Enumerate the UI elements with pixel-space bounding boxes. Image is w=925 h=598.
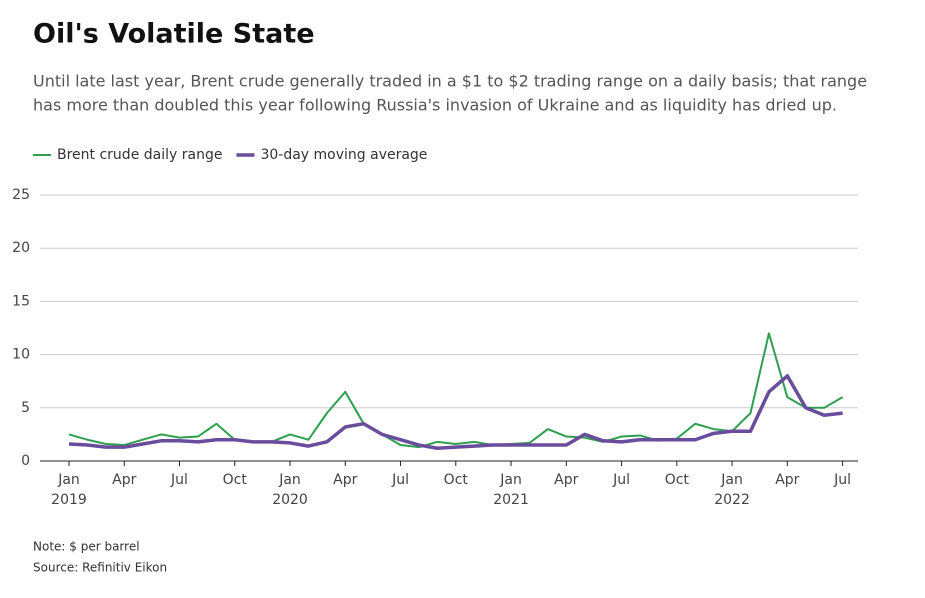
x-tick-label: Jan <box>57 472 80 488</box>
x-tick-label: Oct <box>444 472 469 488</box>
y-tick-label: 15 <box>12 293 30 309</box>
x-tick-label: Jan <box>720 472 743 488</box>
x-tick-label: Jul <box>612 472 630 488</box>
series-line <box>68 332 844 449</box>
x-tick-label: Apr <box>333 472 357 488</box>
note: Source: Refinitiv Eikon <box>33 561 167 575</box>
y-tick-label: 20 <box>12 240 30 256</box>
x-year-label: 2022 <box>714 492 750 508</box>
x-year-label: 2020 <box>272 492 308 508</box>
x-tick-label: Oct <box>223 472 248 488</box>
x-tick-label: Oct <box>665 472 690 488</box>
x-year-label: 2019 <box>51 492 87 508</box>
note: Note: $ per barrel <box>33 540 140 554</box>
subtitle: has more than doubled this year followin… <box>33 96 837 115</box>
x-tick-label: Jul <box>170 472 188 488</box>
x-tick-label: Jan <box>499 472 522 488</box>
x-tick-label: Jul <box>833 472 851 488</box>
legend-label: 30-day moving average <box>260 147 427 163</box>
subtitle: Until late last year, Brent crude genera… <box>33 72 867 91</box>
x-tick-label: Apr <box>775 472 799 488</box>
x-tick-label: Jan <box>278 472 301 488</box>
legend-label: Brent crude daily range <box>57 147 222 163</box>
chart-title: Oil's Volatile State <box>33 19 315 50</box>
y-tick-label: 5 <box>21 400 30 416</box>
y-tick-label: 10 <box>12 347 30 363</box>
series-line <box>68 374 843 450</box>
x-tick-label: Apr <box>554 472 578 488</box>
y-tick-label: 0 <box>21 453 30 469</box>
x-tick-label: Jul <box>391 472 409 488</box>
y-tick-label: 25 <box>12 187 30 203</box>
x-year-label: 2021 <box>493 492 529 508</box>
x-tick-label: Apr <box>112 472 136 488</box>
